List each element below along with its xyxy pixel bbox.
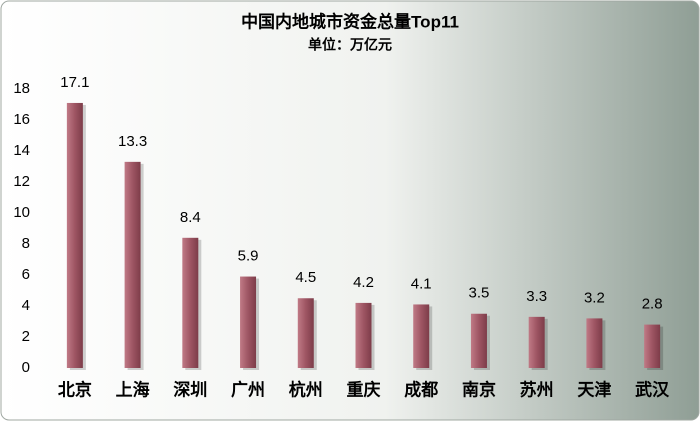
x-tick-label: 杭州 xyxy=(289,379,323,399)
bar xyxy=(297,298,314,368)
x-tick-label: 上海 xyxy=(116,379,150,399)
y-tick-label: 18 xyxy=(13,80,30,97)
data-label: 3.2 xyxy=(584,289,605,306)
data-label: 17.1 xyxy=(60,74,89,91)
data-label: 8.4 xyxy=(180,209,201,226)
bar xyxy=(355,302,372,368)
data-label: 5.9 xyxy=(238,248,259,265)
data-label: 13.3 xyxy=(118,133,147,150)
bar xyxy=(124,161,141,368)
bar xyxy=(586,318,603,368)
y-tick-label: 4 xyxy=(22,297,30,314)
x-tick-label: 天津 xyxy=(577,379,611,399)
bar xyxy=(470,313,487,368)
y-tick-label: 12 xyxy=(13,173,30,190)
data-label: 2.8 xyxy=(642,296,663,313)
data-label: 4.5 xyxy=(295,269,316,286)
y-tick-label: 0 xyxy=(22,359,30,376)
y-tick-label: 2 xyxy=(22,328,30,345)
bar xyxy=(240,276,257,368)
y-tick-label: 14 xyxy=(13,142,30,159)
bar xyxy=(413,304,430,368)
bar xyxy=(66,102,83,368)
x-tick-label: 重庆 xyxy=(347,379,381,399)
bar xyxy=(182,237,199,368)
y-tick-label: 16 xyxy=(13,111,30,128)
x-tick-label: 北京 xyxy=(58,379,92,399)
bar xyxy=(644,324,661,368)
y-tick-label: 10 xyxy=(13,204,30,221)
y-tick-label: 8 xyxy=(22,235,30,252)
data-label: 4.2 xyxy=(353,274,374,291)
x-tick-label: 成都 xyxy=(404,379,438,399)
y-tick-label: 6 xyxy=(22,266,30,283)
x-tick-label: 武汉 xyxy=(635,379,670,399)
data-label: 3.5 xyxy=(469,285,490,302)
data-label: 3.3 xyxy=(526,288,547,305)
chart-title: 中国内地城市资金总量Top11 xyxy=(241,11,459,31)
bar xyxy=(528,316,545,368)
chart-subtitle: 单位：万亿元 xyxy=(308,37,392,53)
data-label: 4.1 xyxy=(411,275,432,292)
x-tick-label: 南京 xyxy=(462,379,496,399)
x-tick-label: 深圳 xyxy=(173,379,207,399)
x-tick-label: 广州 xyxy=(231,379,265,399)
x-tick-label: 苏州 xyxy=(520,379,554,399)
